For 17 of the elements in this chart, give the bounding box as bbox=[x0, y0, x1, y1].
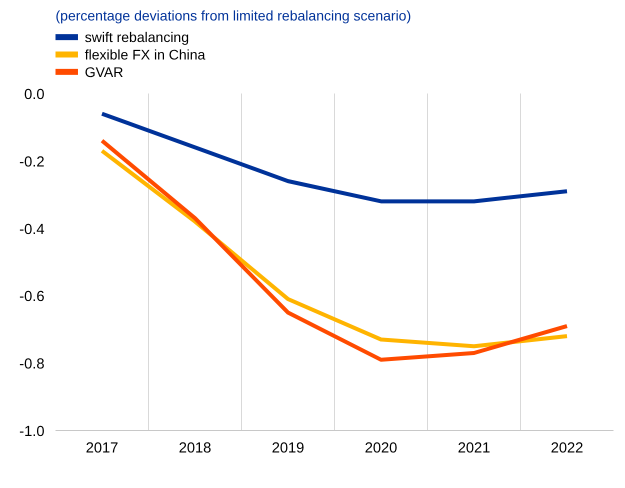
y-tick-label: -0.6 bbox=[19, 289, 45, 306]
y-tick-label: -0.4 bbox=[19, 222, 45, 238]
y-tick-label: 0.0 bbox=[24, 87, 44, 103]
x-tick-label: 2017 bbox=[86, 440, 118, 456]
y-tick-label: -1.0 bbox=[19, 424, 45, 440]
chart-title: (percentage deviations from limited rebalancing scenario) bbox=[56, 8, 412, 24]
y-tick-label: -0.2 bbox=[19, 154, 45, 170]
legend-label: flexible FX in China bbox=[84, 46, 206, 62]
legend-label: swift rebalancing bbox=[84, 29, 190, 46]
x-tick-label: 2020 bbox=[364, 440, 398, 456]
x-tick-label: 2019 bbox=[272, 440, 304, 456]
legend-label: GVAR bbox=[84, 64, 124, 80]
x-tick-label: 2022 bbox=[550, 440, 584, 456]
line-series bbox=[100, 112, 569, 204]
x-tick-label: 2021 bbox=[458, 440, 490, 456]
y-tick-label: -0.8 bbox=[19, 356, 45, 373]
x-tick-label: 2018 bbox=[178, 440, 212, 456]
